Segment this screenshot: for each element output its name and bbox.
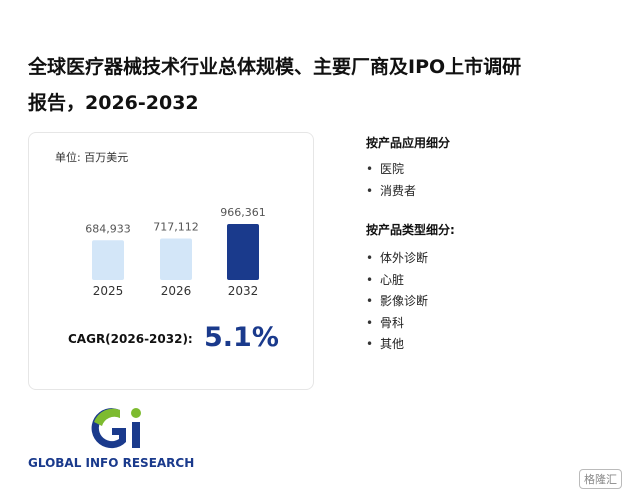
report-title: 报告，2026-2032: [28, 92, 199, 114]
watermark-badge: 格隆汇: [579, 469, 622, 489]
x-tick-label: 2025: [93, 284, 124, 298]
x-tick-label: 2026: [161, 284, 192, 298]
list-item: 医院: [366, 160, 404, 177]
bar: [227, 224, 259, 280]
logo-mark: [91, 408, 141, 449]
list-item: 骨科: [366, 314, 404, 331]
list-item: 影像诊断: [366, 292, 428, 309]
section-heading: 按产品类型细分:: [366, 223, 455, 237]
summary-card: [28, 132, 314, 390]
value-label: 966,361: [220, 206, 266, 219]
logo-text: GLOBAL INFO RESEARCH: [28, 456, 195, 470]
list-item: 体外诊断: [366, 249, 428, 266]
list-item: 消费者: [366, 182, 416, 199]
report-title: 全球医疗器械技术行业总体规模、主要厂商及IPO上市调研: [28, 56, 522, 78]
list-item: 其他: [366, 335, 404, 352]
x-tick-label: 2032: [228, 284, 259, 298]
value-label: 717,112: [153, 220, 199, 233]
cagr-value: 5.1%: [204, 322, 279, 353]
bar: [92, 240, 124, 280]
list-item: 心脏: [366, 271, 404, 288]
value-label: 684,933: [85, 222, 131, 235]
bar: [160, 238, 192, 280]
chart: 684,933 2025 717,112 2026 966,361 2032: [85, 206, 266, 298]
cagr-label: CAGR(2026-2032):: [68, 332, 193, 346]
section-heading: 按产品应用细分: [366, 136, 451, 150]
unit-label: 单位: 百万美元: [55, 151, 129, 164]
